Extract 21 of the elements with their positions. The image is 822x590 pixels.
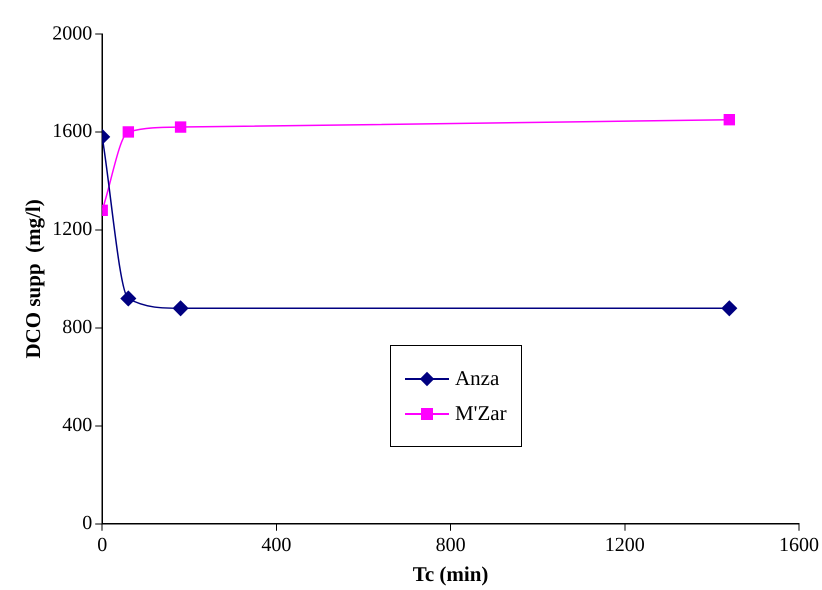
y-tick-label: 1600	[52, 120, 92, 142]
y-tick-label: 0	[82, 512, 92, 534]
x-tick-label: 1200	[604, 534, 645, 556]
legend-label: M'Zar	[455, 401, 507, 426]
point	[172, 300, 188, 316]
point	[120, 290, 136, 306]
point	[724, 114, 736, 126]
y-tick-label: 2000	[52, 22, 92, 44]
y-axis-title: DCO supp (mg/l)	[21, 199, 46, 359]
point	[722, 300, 738, 316]
x-axis-title: Tc (min)	[412, 562, 488, 586]
y-tick-label: 1200	[52, 218, 92, 240]
y-tick-label: 800	[62, 316, 92, 338]
x-tick-label: 0	[97, 534, 108, 556]
x-tick-label: 1600	[779, 534, 819, 556]
point	[174, 121, 186, 133]
point	[122, 126, 134, 138]
x-tick-label: 400	[261, 534, 292, 556]
y-tick-label: 400	[62, 414, 92, 436]
x-tick-label: 800	[436, 534, 466, 556]
legend-label: Anza	[455, 366, 500, 391]
